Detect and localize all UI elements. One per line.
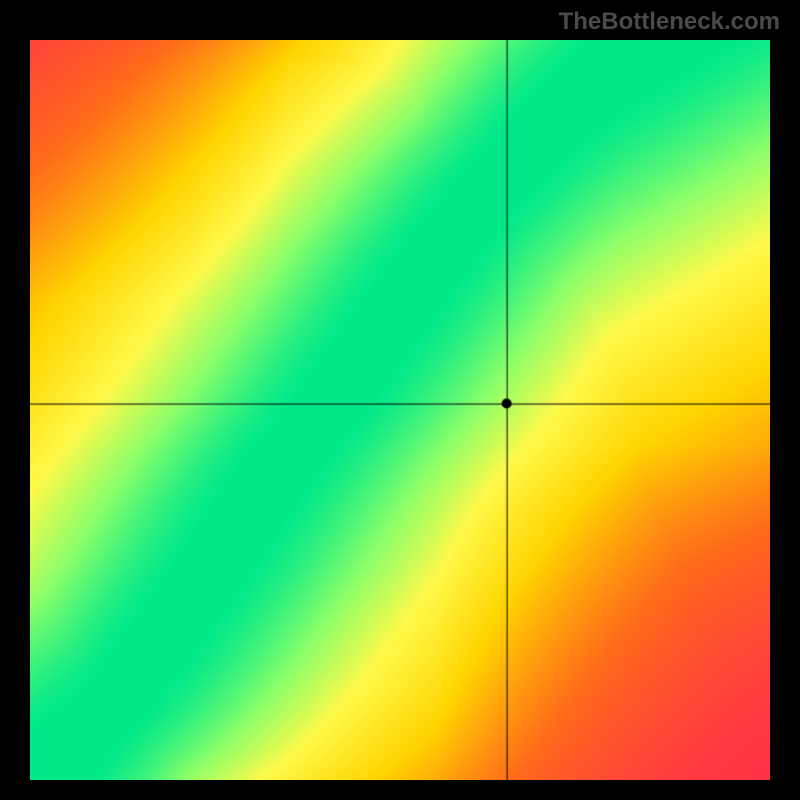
heatmap-canvas	[30, 40, 770, 780]
heatmap-chart	[30, 40, 770, 780]
chart-container: TheBottleneck.com	[0, 0, 800, 800]
watermark-text: TheBottleneck.com	[559, 8, 780, 36]
